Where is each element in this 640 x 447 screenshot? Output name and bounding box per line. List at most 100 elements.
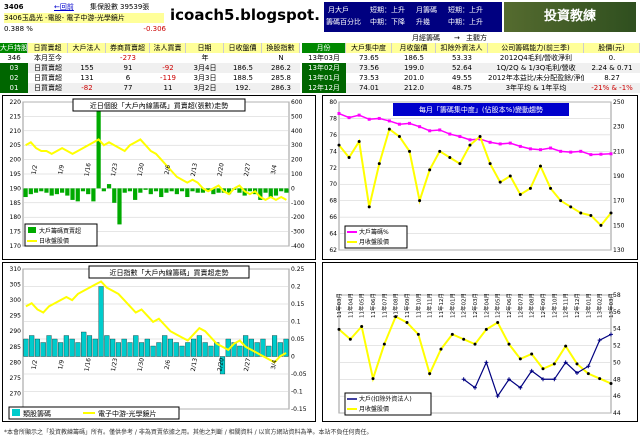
- tr-cell-2-3: 49.55: [436, 73, 488, 83]
- c1-bar: [117, 188, 122, 225]
- monthly-value: 主觀方: [466, 34, 487, 42]
- c1-xtick-8: 2/27: [243, 162, 252, 177]
- c1-xtick-3: 1/23: [110, 162, 119, 177]
- monthly-label: 月經籌碼: [412, 34, 440, 42]
- tl-cell-0-1: 本月至今: [28, 53, 68, 63]
- c2-point-a: [418, 125, 422, 129]
- stock-name: 3406玉晶光 -電股- 電子中游-光學鏡片: [4, 13, 164, 23]
- box2-line3: 短期：上升: [448, 6, 483, 14]
- c3-legend-bar-label: 類股籌碼: [23, 409, 51, 418]
- c4-point-b: [450, 332, 454, 336]
- c2-right-tick-6: 130: [613, 247, 625, 254]
- c1-left-tick-4: 200: [10, 157, 22, 164]
- c2-point-a: [498, 142, 502, 146]
- c4-xtick-4: 11年07月: [380, 293, 388, 318]
- c2-point-b: [377, 162, 381, 166]
- c2-title: 每月「籌碼集中度」(佔股本%)變動趨勢: [419, 105, 543, 114]
- tl-cell-2-6: 188.5: [224, 73, 262, 83]
- c2-point-a: [357, 113, 361, 117]
- tr-cell-1-0: 13年02月: [302, 63, 346, 73]
- c2-point-b: [397, 135, 401, 139]
- c2-left-tick-1: 78: [329, 115, 337, 122]
- c3-bar: [248, 338, 254, 357]
- tl-header-2: 大戶法人: [68, 43, 106, 53]
- c3-right-tick-6: -0.05: [291, 371, 307, 378]
- tl-cell-1-7: 286.2: [262, 63, 300, 73]
- tr-cell-0-3: 53.33: [436, 53, 488, 63]
- c3-xtick-0: 1/2: [31, 359, 40, 370]
- c1-right-tick-4: 200: [291, 157, 303, 164]
- c2-point-a: [559, 149, 563, 153]
- tr-cell-3-0: 12年12月: [302, 83, 346, 93]
- c3-left-tick-4: 290: [10, 328, 22, 335]
- c4-point-b: [609, 382, 613, 385]
- c3-right-tick-2: 0.15: [291, 301, 305, 308]
- c2-point-a: [488, 140, 492, 144]
- c2-point-b: [528, 186, 532, 190]
- c4-point-b: [484, 327, 488, 331]
- c1-bar: [284, 188, 289, 193]
- c4-point-a: [473, 385, 477, 390]
- c3-bar: [156, 342, 162, 357]
- c4-xtick-6: 11年09月: [403, 293, 411, 318]
- tl-header-5: 日期: [186, 43, 224, 53]
- c3-left-tick-2: 300: [10, 297, 22, 304]
- c1-bar: [138, 188, 143, 193]
- c2-point-b: [337, 143, 341, 147]
- c2-point-a: [599, 152, 603, 156]
- tl-cell-3-5: 3月2日: [186, 83, 224, 93]
- c2-point-a: [377, 116, 381, 120]
- c4-xtick-9: 11年12月: [437, 293, 445, 318]
- c4-point-b: [382, 342, 386, 346]
- c2-point-a: [347, 116, 351, 120]
- c4-point-a: [552, 377, 557, 382]
- group-value: 39539張: [120, 3, 150, 11]
- c1-bar: [279, 188, 284, 192]
- c4-point-a: [507, 377, 511, 382]
- c2-point-a: [448, 132, 452, 136]
- c1-bar: [96, 110, 101, 189]
- c2-point-b: [488, 162, 492, 166]
- c1-bar: [273, 188, 279, 196]
- c4-xtick-11: 12年02月: [460, 293, 468, 318]
- c2-left-tick-9: 62: [329, 247, 337, 254]
- c4-point-b: [586, 372, 590, 376]
- tr-cell-2-1: 73.53: [346, 73, 392, 83]
- c3-bar: [254, 342, 260, 357]
- c2-point-b: [559, 199, 563, 203]
- c1-bar: [91, 188, 96, 202]
- c3-bar: [162, 335, 168, 357]
- c1-bar: [112, 188, 117, 203]
- c1-legend-bar-swatch: [28, 227, 36, 233]
- tl-cell-1-2: 155: [68, 63, 106, 73]
- c2-point-b: [609, 211, 613, 215]
- tl-cell-0-5: 年: [186, 53, 224, 63]
- c4-legend-b-label: 月收盤股價: [359, 405, 389, 413]
- c4-point-a: [541, 377, 545, 382]
- c3-bar: [231, 342, 237, 357]
- c2-point-a: [528, 147, 532, 151]
- c3-bar: [104, 335, 110, 357]
- monthly-arrow: →: [454, 34, 460, 42]
- c1-bar: [101, 188, 106, 192]
- c1-xtick-5: 2/6: [164, 164, 173, 175]
- c3-xtick-2: 1/16: [83, 357, 92, 372]
- c3-title-box: [88, 265, 250, 279]
- c1-bar: [143, 188, 148, 190]
- c1-bar: [28, 188, 33, 195]
- back-link[interactable]: ←回前: [54, 3, 74, 11]
- box1-line2: 籌碼百分比: [326, 18, 361, 26]
- c1-legend: [24, 223, 98, 247]
- c2-point-b: [357, 139, 361, 143]
- c1-bar: [54, 188, 60, 195]
- c3-right-tick-1: 0.2: [291, 284, 301, 291]
- c1-bar: [80, 188, 86, 192]
- site-title[interactable]: icoach5.blogspot.com: [170, 6, 320, 24]
- c1-right-tick-3: 300: [291, 142, 303, 149]
- tl-cell-1-3: 91: [106, 63, 150, 73]
- tl-cell-2-3: 6: [106, 73, 150, 83]
- c1-bar: [263, 188, 268, 193]
- c3-bar: [52, 338, 58, 357]
- c1-xtick-4: 1/30: [137, 162, 146, 177]
- c1-left-tick-1: 215: [10, 113, 22, 120]
